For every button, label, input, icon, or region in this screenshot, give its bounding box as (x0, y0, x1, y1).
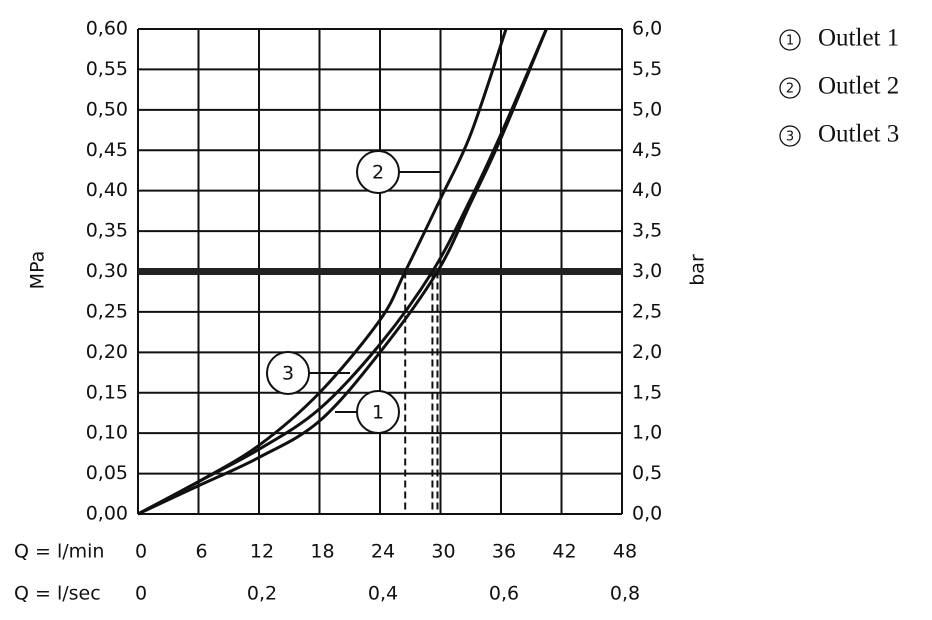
y2-tick-label: 3,0 (632, 260, 662, 282)
y2-tick-label: 4,0 (632, 179, 662, 201)
legend-label: Outlet 3 (818, 121, 899, 148)
callout-label: 2 (372, 162, 384, 184)
y-tick-label: 0,50 (86, 98, 128, 120)
y-tick-label: 0,55 (86, 58, 128, 80)
y-tick-label: 0,45 (86, 139, 128, 161)
x2-axis-label: Q = l/sec (14, 583, 101, 605)
y2-tick-label: 5,0 (632, 98, 662, 120)
y2-tick-label: 2,5 (632, 300, 662, 322)
callout-circle (356, 390, 400, 434)
legend-symbol (779, 125, 801, 147)
x2-tick-label: 0,2 (247, 583, 277, 605)
y-tick-label: 0,35 (86, 220, 128, 242)
y2-tick-label: 2,0 (632, 341, 662, 363)
y-tick-label: 0,00 (86, 503, 128, 525)
x2-tick-label: 0 (135, 583, 147, 605)
y-tick-label: 0,30 (86, 260, 128, 282)
y2-tick-label: 0,5 (632, 462, 662, 484)
x-tick-label: 42 (552, 541, 576, 563)
y-tick-label: 0,05 (86, 462, 128, 484)
x-tick-label: 12 (250, 541, 274, 563)
x-tick-label: 24 (371, 541, 395, 563)
x2-tick-label: 0,4 (368, 583, 398, 605)
curve (137, 28, 548, 516)
callout-circle (356, 150, 400, 194)
x2-tick-label: 0,8 (610, 583, 640, 605)
legend-label: Outlet 2 (818, 73, 899, 100)
y2-tick-label: 0,0 (632, 503, 662, 525)
y-tick-label: 0,10 (86, 422, 128, 444)
x-tick-label: 48 (613, 541, 637, 563)
y2-axis-label: bar (687, 254, 709, 286)
y2-tick-label: 6,0 (632, 18, 662, 40)
legend-label: Outlet 1 (818, 25, 899, 52)
legend-symbol-label: 3 (786, 130, 794, 145)
legend-symbol (779, 29, 801, 51)
y-tick-label: 0,20 (86, 341, 128, 363)
y2-tick-label: 4,5 (632, 139, 662, 161)
curve (137, 28, 548, 516)
x-tick-label: 0 (135, 541, 147, 563)
x-tick-label: 6 (195, 541, 207, 563)
x-tick-label: 18 (310, 541, 334, 563)
y-axis-label: MPa (27, 251, 49, 290)
legend-symbol-label: 2 (786, 82, 794, 97)
legend-symbol-label: 1 (786, 34, 794, 49)
x-tick-label: 36 (492, 541, 516, 563)
y-tick-label: 0,40 (86, 179, 128, 201)
callout-label: 3 (282, 363, 294, 385)
y-tick-label: 0,25 (86, 300, 128, 322)
x2-tick-label: 0,6 (489, 583, 519, 605)
y2-tick-label: 5,5 (632, 58, 662, 80)
y-tick-label: 0,60 (86, 18, 128, 40)
x-axis-label: Q = l/min (14, 541, 104, 563)
callout-label: 1 (372, 402, 384, 424)
y-tick-label: 0,15 (86, 381, 128, 403)
y2-tick-label: 1,0 (632, 422, 662, 444)
y2-tick-label: 3,5 (632, 220, 662, 242)
legend-symbol (779, 77, 801, 99)
y2-tick-label: 1,5 (632, 381, 662, 403)
callout-circle (266, 351, 310, 395)
x-tick-label: 30 (431, 541, 455, 563)
